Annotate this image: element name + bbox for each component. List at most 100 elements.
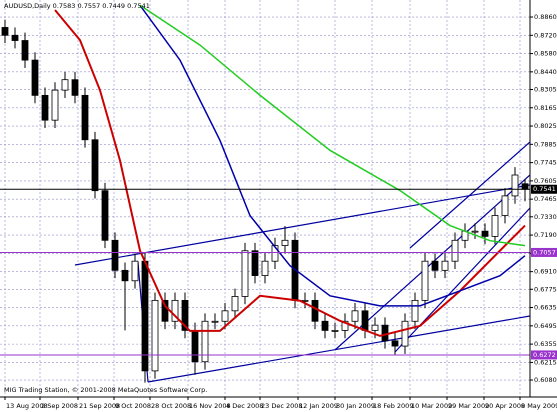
candle-body (91, 139, 99, 192)
candle-body (481, 230, 489, 237)
candle-body (141, 260, 149, 372)
x-tick-label: 9 Oct 2008 (115, 402, 151, 410)
x-tick-label: 8 May 2009 (521, 402, 557, 410)
chart-title: AUDUSD,Daily 0.7583 0.7557 0.7449 0.7541 (4, 2, 150, 10)
candle-body (161, 299, 169, 322)
y-tick-label: 0.8440 (534, 68, 557, 76)
candle-body (311, 299, 319, 322)
y-tick-label: 0.6910 (534, 268, 557, 276)
x-tick-label: 12 Jan 2009 (299, 402, 338, 410)
candle-body (471, 230, 479, 233)
moving-average (139, 4, 526, 247)
candle-body (181, 299, 189, 331)
x-tick-label: 30 Jan 2009 (336, 402, 375, 410)
candle-body (491, 215, 499, 237)
y-tick-label: 0.6355 (534, 340, 557, 348)
candle-body (61, 79, 69, 91)
trendline (409, 141, 530, 249)
y-tick-label: 0.8720 (534, 31, 557, 39)
candle-body (21, 40, 29, 61)
plot (0, 4, 530, 383)
x-tick-label: 23 Dec 2008 (261, 402, 303, 410)
trendline (394, 207, 530, 353)
candle-body (351, 310, 359, 322)
x-tick-label: 4 Dec 2008 (226, 402, 263, 410)
candle-body (201, 320, 209, 363)
axes: 0.8860 0.8720 0.8580 0.8440 0.8305 0.8165 0.80… (4, 13, 557, 410)
price-label-box (531, 184, 557, 194)
price-label-box (531, 247, 557, 257)
y-tick-label: 0.6495 (534, 322, 557, 330)
x-tick-label: 16 Nov 2008 (189, 402, 231, 410)
candle-body (71, 79, 79, 96)
candle-body (191, 330, 199, 363)
price-label-box (531, 350, 557, 360)
candle-body (221, 310, 229, 322)
candle-body (421, 260, 429, 301)
y-tick-label: 0.6080 (534, 376, 557, 384)
y-tick-label: 0.8165 (534, 104, 557, 112)
candle-body (251, 250, 259, 276)
candle-body (171, 299, 179, 322)
candle-body (1, 27, 9, 36)
y-tick-label: 0.7330 (534, 213, 557, 221)
x-tick-label: 28 Oct 2008 (151, 402, 191, 410)
candle-body (391, 340, 399, 347)
x-tick-label: 13 Aug 2008 (6, 402, 48, 410)
candle-body (521, 183, 529, 190)
price-label: 0.7541 (533, 185, 556, 193)
y-tick-label: 0.6775 (534, 285, 557, 293)
x-tick-label: 10 Mar 2009 (411, 402, 452, 410)
candle-body (451, 239, 459, 262)
y-tick-label: 0.7885 (534, 140, 557, 148)
x-tick-label: 18 Feb 2009 (373, 402, 413, 410)
x-tick-label: 29 Mar 2009 (448, 402, 489, 410)
candle-body (151, 299, 159, 372)
candle-body (321, 320, 329, 331)
y-tick-label: 0.8305 (534, 85, 557, 93)
candle-body (41, 94, 49, 121)
x-tick-label: 21 Sep 2008 (79, 402, 120, 410)
candle-body (341, 320, 349, 331)
x-tick-label: 2 Sep 2008 (41, 402, 78, 410)
candle-body (81, 94, 89, 141)
moving-average (139, 4, 526, 307)
footer: MIG Trading Station, © 2001-2008 MetaQuo… (4, 386, 207, 394)
candle-body (411, 299, 419, 322)
y-tick-label: 0.8025 (534, 122, 557, 130)
candle-body (131, 260, 139, 282)
candle-body (381, 324, 389, 342)
candle-body (401, 320, 409, 347)
y-tick-label: 0.7605 (534, 177, 557, 185)
candle-body (11, 34, 19, 41)
candle-body (331, 330, 339, 332)
candle-body (271, 245, 279, 262)
candle-body (231, 296, 239, 312)
moving-average (54, 9, 526, 337)
candle-body (111, 239, 119, 271)
price-label: 0.6272 (533, 351, 556, 359)
candle-body (101, 190, 109, 241)
price-label: 0.7057 (533, 248, 556, 256)
candle-body (31, 59, 39, 96)
y-tick-label: 0.7745 (534, 159, 557, 167)
candle-body (261, 260, 269, 276)
candle-body (511, 174, 519, 197)
candle-body (371, 324, 379, 331)
candle-body (441, 260, 449, 271)
y-tick-label: 0.6215 (534, 358, 557, 366)
candle-body (51, 89, 59, 121)
trendline (147, 315, 530, 383)
candle-body (281, 239, 289, 246)
y-tick-label: 0.6635 (534, 304, 557, 312)
candle-body (121, 269, 129, 282)
candle-body (431, 260, 439, 271)
candle-body (241, 250, 249, 297)
candle-body (211, 320, 219, 323)
y-tick-label: 0.8580 (534, 50, 557, 58)
trendline (74, 184, 530, 266)
y-tick-label: 0.7465 (534, 195, 557, 203)
y-tick-label: 0.7190 (534, 231, 557, 239)
